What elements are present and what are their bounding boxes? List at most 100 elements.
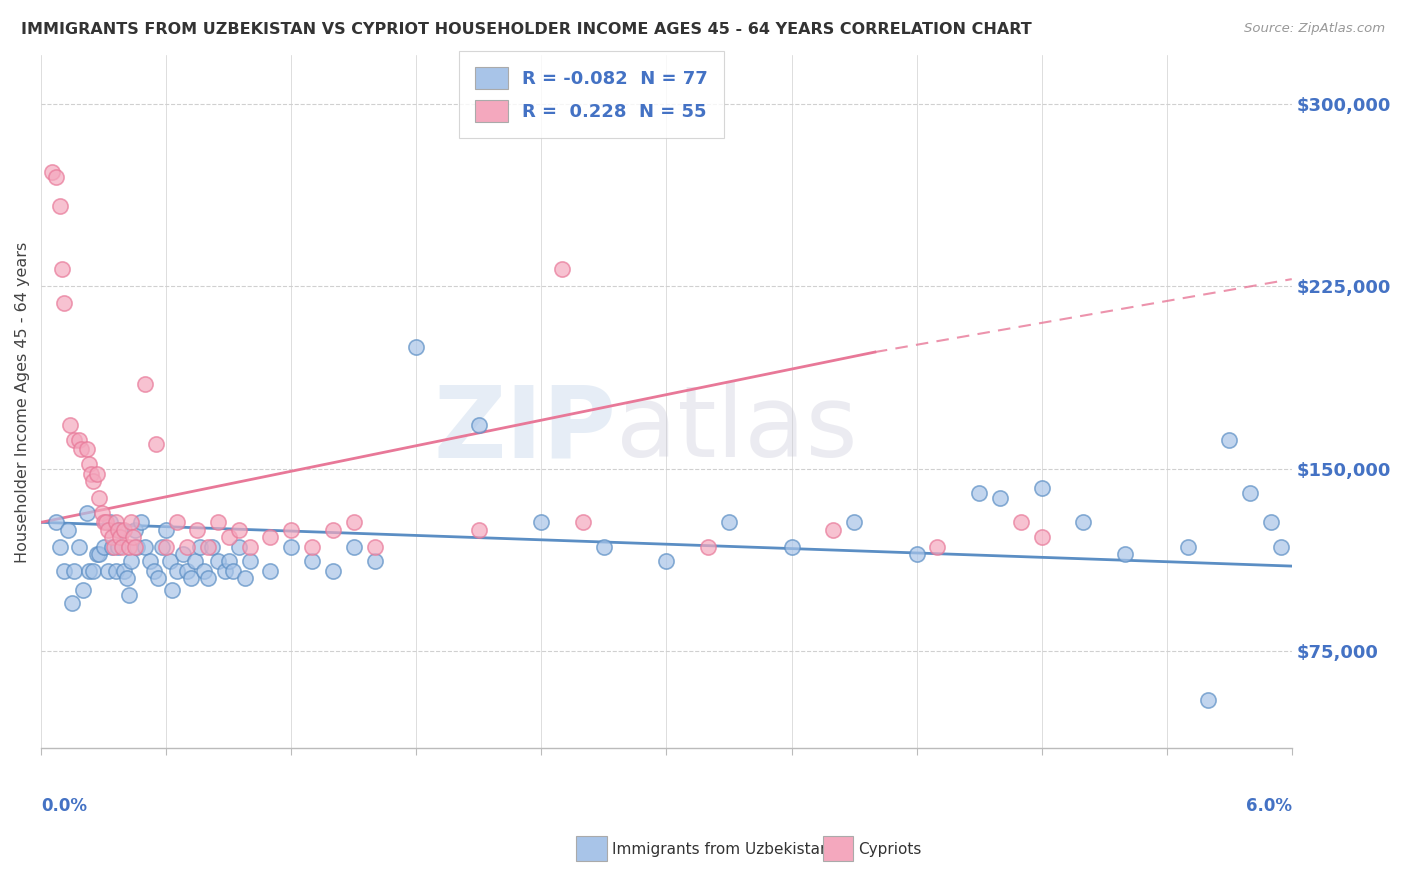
Point [1010, 516, 1032, 530]
Point [823, 523, 845, 537]
Point [1071, 516, 1094, 530]
Point [222, 564, 245, 578]
Text: 6.0%: 6.0% [1246, 797, 1292, 815]
Point [150, 540, 173, 554]
Point [207, 516, 229, 530]
Point [86, 547, 108, 561]
Point [45, 169, 67, 184]
Point [49, 540, 72, 554]
Point [238, 540, 260, 554]
Point [146, 571, 169, 585]
Point [201, 540, 224, 554]
Point [118, 540, 141, 554]
Point [927, 540, 949, 554]
Point [1031, 530, 1053, 544]
Point [166, 564, 188, 578]
Point [235, 571, 257, 585]
Point [101, 530, 124, 544]
Point [193, 564, 215, 578]
Point [97, 523, 120, 537]
Point [72, 583, 94, 598]
Point [280, 540, 302, 554]
Point [58, 523, 80, 537]
Point [94, 516, 117, 530]
Point [155, 523, 177, 537]
Point [218, 554, 240, 568]
Point [301, 554, 323, 568]
Point [105, 516, 128, 530]
Point [1177, 540, 1199, 554]
Point [172, 547, 194, 561]
Point [107, 523, 129, 537]
Text: ZIP: ZIP [433, 381, 616, 478]
Point [301, 540, 323, 554]
Point [697, 540, 720, 554]
Point [343, 516, 366, 530]
Point [214, 564, 236, 578]
Point [655, 554, 678, 568]
Point [717, 516, 740, 530]
Point [114, 564, 136, 578]
Point [207, 554, 229, 568]
Point [162, 583, 184, 598]
Text: IMMIGRANTS FROM UZBEKISTAN VS CYPRIOT HOUSEHOLDER INCOME AGES 45 - 64 YEARS CORR: IMMIGRANTS FROM UZBEKISTAN VS CYPRIOT HO… [21, 22, 1032, 37]
Point [93, 540, 115, 554]
Point [59, 418, 82, 433]
Point [53, 296, 76, 310]
Point [134, 376, 156, 391]
Point [89, 547, 111, 561]
Point [988, 491, 1011, 505]
Point [280, 523, 302, 537]
Point [76, 506, 98, 520]
Point [63, 433, 86, 447]
Point [905, 547, 928, 561]
Point [1031, 481, 1053, 495]
Point [842, 516, 865, 530]
Point [176, 564, 198, 578]
Point [343, 540, 366, 554]
Text: Source: ZipAtlas.com: Source: ZipAtlas.com [1244, 22, 1385, 36]
Point [468, 523, 491, 537]
Point [188, 540, 211, 554]
Point [103, 540, 125, 554]
Point [1239, 486, 1261, 500]
Point [363, 540, 385, 554]
Point [53, 564, 76, 578]
Point [115, 571, 138, 585]
Point [259, 564, 281, 578]
Point [197, 571, 219, 585]
Point [405, 340, 427, 354]
Point [80, 467, 103, 481]
Point [60, 596, 83, 610]
Point [124, 523, 146, 537]
Point [176, 540, 198, 554]
Point [86, 467, 108, 481]
Y-axis label: Householder Income Ages 45 - 64 years: Householder Income Ages 45 - 64 years [15, 242, 30, 563]
Point [125, 540, 148, 554]
Point [1197, 693, 1219, 707]
Point [1260, 516, 1282, 530]
Point [77, 564, 100, 578]
Point [166, 516, 188, 530]
Point [69, 442, 91, 457]
Point [322, 523, 344, 537]
Point [98, 516, 121, 530]
Point [780, 540, 803, 554]
Point [118, 588, 141, 602]
Point [155, 540, 177, 554]
Point [89, 491, 111, 505]
Point [138, 554, 160, 568]
Point [120, 516, 142, 530]
Text: 0.0%: 0.0% [41, 797, 87, 815]
Point [67, 540, 90, 554]
Point [76, 442, 98, 457]
Point [159, 554, 181, 568]
Point [107, 540, 129, 554]
Point [593, 540, 616, 554]
Point [1218, 433, 1240, 447]
Point [967, 486, 990, 500]
Point [129, 516, 152, 530]
Text: Immigrants from Uzbekistan: Immigrants from Uzbekistan [612, 842, 830, 856]
Point [90, 506, 112, 520]
Point [124, 540, 146, 554]
